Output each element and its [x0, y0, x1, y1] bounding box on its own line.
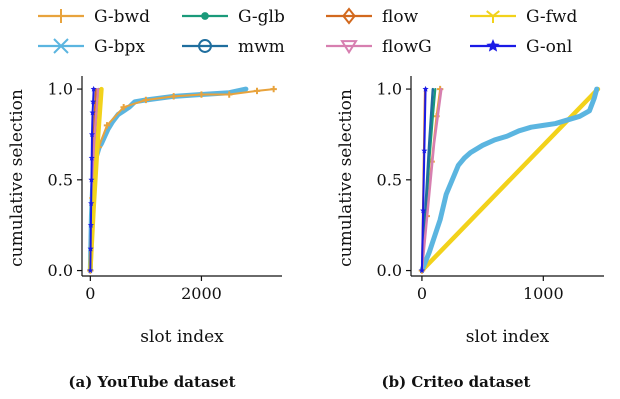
- series-line-flowg: [420, 87, 443, 272]
- data-point-g-onl: [89, 109, 96, 116]
- legend-marker: [486, 39, 500, 52]
- data-point-g-onl: [87, 267, 94, 274]
- data-point-g-onl: [420, 207, 427, 214]
- series-line-g-bpx: [87, 86, 249, 274]
- x-axis-label-a: slot index: [140, 327, 224, 347]
- legend-item-g-onl: G-onl: [470, 37, 572, 57]
- legend-item-flowg: flowG: [326, 37, 432, 57]
- data-point-g-onl: [88, 154, 95, 161]
- axes-layer-b: 0.0 0.5 1.0 0 1000: [377, 76, 604, 303]
- plot-criteo: 0.0 0.5 1.0 0 1000 slot index cumulative sel…: [336, 76, 604, 391]
- legend-label: flow: [382, 7, 419, 27]
- y-tick-label: 0.0: [48, 261, 73, 280]
- y-tick-label: 1.0: [48, 80, 73, 99]
- legend-label: flowG: [382, 37, 432, 57]
- series-layer-b: [418, 85, 601, 274]
- caption-b: (b) Criteo dataset: [382, 373, 531, 391]
- legend-label: G-glb: [238, 7, 285, 27]
- legend-item-mwm: mwm: [182, 37, 285, 57]
- data-point-g-bwd: [226, 91, 233, 98]
- data-point-g-bwd: [120, 104, 127, 111]
- data-point-g-onl: [87, 221, 94, 228]
- plot-youtube: 0.0 0.5 1.0 0 2000 slot index cumulative sel…: [7, 76, 282, 391]
- data-point-g-bwd: [103, 122, 111, 129]
- series-line-g-fwd: [88, 86, 104, 273]
- y-tick-label: 0.5: [377, 170, 402, 189]
- axes-layer-a: 0.0 0.5 1.0 0 2000: [48, 76, 282, 303]
- x-tick-label: 1000: [523, 284, 564, 303]
- y-tick-label: 1.0: [377, 80, 402, 99]
- y-axis-label-b: cumulative selection: [336, 89, 356, 267]
- y-axis-label-a: cumulative selection: [7, 89, 27, 267]
- legend-item-g-bpx: G-bpx: [38, 37, 145, 57]
- legend-marker: [201, 12, 209, 20]
- legend-marker: [198, 39, 212, 53]
- y-tick-label: 0.5: [48, 170, 73, 189]
- legend-marker: [486, 10, 500, 23]
- data-point-g-bwd: [253, 87, 261, 95]
- caption-a: (a) YouTube dataset: [68, 373, 235, 391]
- series-line-g-bpx: [419, 86, 600, 274]
- series-line-g-onl: [420, 88, 427, 272]
- data-point-g-bwd: [270, 85, 277, 93]
- legend-item-g-bwd: G-bwd: [38, 7, 150, 27]
- legend-marker: [54, 9, 68, 23]
- data-point-g-onl: [90, 98, 97, 105]
- legend-marker: [342, 7, 356, 25]
- data-point-g-onl: [421, 147, 428, 154]
- x-tick-label: 2000: [181, 284, 222, 303]
- legend-label: G-bpx: [94, 37, 145, 57]
- legend-marker: [53, 38, 69, 54]
- legend-item-g-fwd: G-fwd: [470, 7, 577, 27]
- legend-label: mwm: [238, 37, 285, 57]
- series-line-g-onl: [89, 88, 95, 272]
- x-tick-label: 0: [85, 284, 95, 303]
- legend-item-g-glb: G-glb: [182, 7, 285, 27]
- data-point-g-onl: [90, 85, 97, 92]
- legend: G-bwd G-glb flow G-fwd G-bpx mwm flowG G-onl: [38, 7, 577, 57]
- data-point-g-bwd: [142, 96, 150, 104]
- data-point-g-onl: [88, 200, 95, 206]
- x-tick-label: 0: [417, 284, 427, 303]
- data-point-g-onl: [88, 176, 95, 183]
- legend-item-flow: flow: [326, 7, 419, 27]
- y-tick-label: 0.0: [377, 261, 402, 280]
- legend-label: G-onl: [526, 37, 572, 57]
- data-point-g-bwd: [170, 93, 177, 100]
- legend-label: G-fwd: [526, 7, 577, 27]
- legend-marker: [340, 40, 358, 55]
- x-axis-label-b: slot index: [466, 327, 550, 347]
- series-layer-a: [87, 85, 277, 274]
- data-point-g-onl: [422, 85, 429, 92]
- legend-label: G-bwd: [94, 7, 150, 27]
- data-point-g-onl: [87, 245, 94, 252]
- data-point-g-onl: [88, 131, 96, 138]
- data-point-g-onl: [418, 267, 425, 274]
- data-point-g-bwd: [198, 91, 205, 98]
